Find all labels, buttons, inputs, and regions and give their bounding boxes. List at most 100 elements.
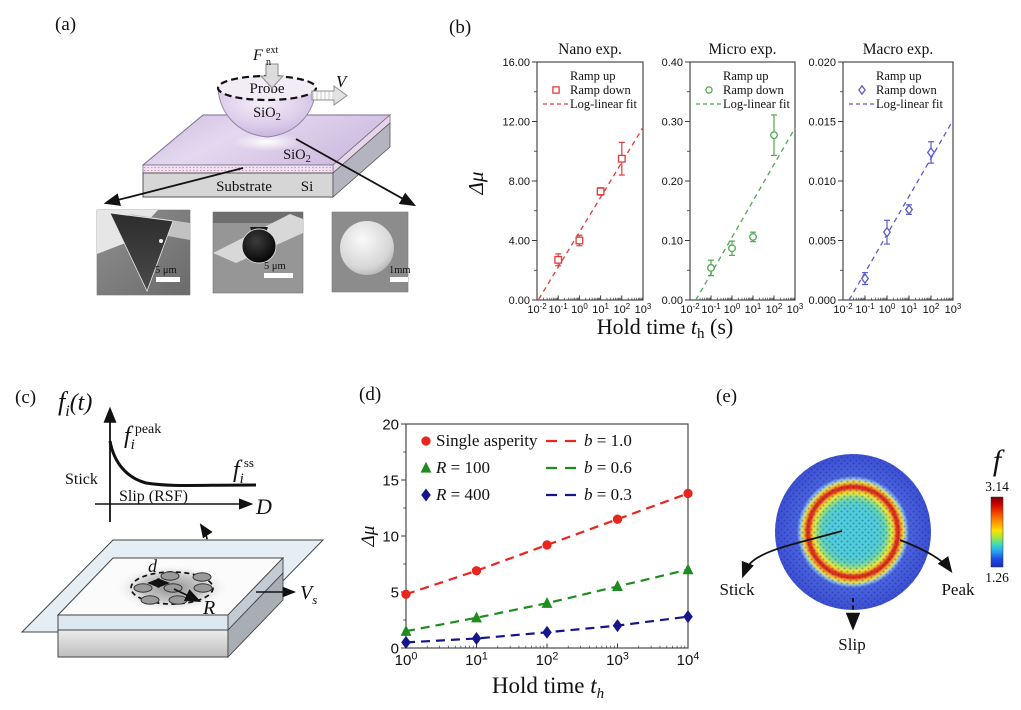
scale-bar-label-3: 1mm — [389, 265, 411, 276]
x-tick-label: 10-1 — [701, 302, 721, 316]
slip-annotation-label: Slip — [838, 635, 865, 654]
panel-b-xlabel: Hold time th (s) — [597, 314, 733, 342]
velocity-arrow-icon — [311, 85, 348, 106]
colloid-sphere — [241, 228, 277, 264]
base-front-face — [57, 629, 229, 658]
radius-label: R — [202, 597, 215, 619]
x-tick-label: 101 — [745, 302, 762, 316]
data-marker — [682, 563, 694, 575]
scale-bar-3 — [390, 277, 408, 282]
fi-t-label: fi(t) — [58, 387, 92, 420]
probe-bowl — [217, 88, 317, 138]
legend-ramp-down: Ramp down — [570, 83, 632, 97]
slider-block-schematic: d R Vs — [20, 539, 325, 659]
x-tick-label: 103 — [945, 302, 962, 316]
panel-d: (d) Δμ 0 5 10 15 20 100 101 102 103 104 Single asp… — [358, 384, 699, 702]
panel-e-label: (e) — [716, 386, 737, 407]
y-tick-label: 4.00 — [509, 235, 530, 247]
legend-ramp-up: Ramp up — [876, 69, 921, 83]
x-tick-label: 104 — [677, 650, 700, 669]
scale-bar-2 — [264, 273, 293, 278]
normal-force-sub: n — [266, 57, 271, 68]
probe-label: Probe — [250, 81, 285, 97]
legend-b-label: b = 1.0 — [584, 431, 632, 450]
x-tick-label: 101 — [465, 650, 488, 669]
x-tick-label: 10-1 — [549, 302, 569, 316]
substrate-schematic: SiO2 Substrate Si — [141, 114, 392, 198]
y-tick-label: 0.020 — [808, 57, 836, 69]
x-tick-label: 100 — [395, 650, 418, 669]
x-tick-label: 102 — [536, 650, 559, 669]
x-tick-label: 102 — [923, 302, 940, 316]
panel-d-label: (d) — [359, 384, 381, 405]
y-tick-label: 10 — [382, 528, 399, 545]
data-marker — [904, 204, 914, 216]
scale-bar-label-1: 5 μm — [155, 265, 177, 276]
legend-ramp-down: Ramp down — [876, 83, 938, 97]
legend-series-label: R = 400 — [435, 485, 490, 504]
y-tick-label: 0.010 — [808, 176, 836, 188]
data-marker — [575, 236, 584, 245]
colorbar-title: f — [993, 444, 1005, 477]
contact-map — [775, 454, 931, 610]
scale-bar-label-2: 5 μm — [264, 261, 286, 272]
panel-a: (a) SiO2 Substrate Si Probe SiO2 F ext — [55, 14, 417, 296]
y-tick-label: 0.00 — [509, 295, 530, 307]
normal-force-arrow-icon — [259, 63, 285, 89]
radius-arrow — [173, 588, 202, 603]
y-tick-label: 20 — [382, 416, 399, 433]
data-marker — [542, 625, 552, 639]
legend-fit: Log-linear fit — [723, 97, 791, 111]
data-marker — [882, 226, 892, 238]
y-tick-label: 0.000 — [808, 295, 836, 307]
panel-b-label: (b) — [449, 17, 471, 38]
chart-micro: 0.00 0.10 0.20 0.30 0.40 10-2 10-1 100 101 102 103… — [662, 41, 804, 316]
x-tick-label: 10-2 — [680, 302, 699, 316]
fit-line — [538, 127, 644, 300]
x-tick-label: 102 — [766, 302, 783, 316]
legend-series-label: Single asperity — [436, 431, 538, 450]
legend-ramp-up: Ramp up — [723, 69, 768, 83]
data-marker — [421, 436, 431, 446]
stick-annotation-label: Stick — [720, 580, 755, 599]
data-marker — [707, 263, 715, 272]
y-tick-label: 0.005 — [808, 235, 836, 247]
peak-annotation-label: Peak — [941, 580, 975, 599]
data-marker — [860, 273, 870, 285]
leader-arrow-left — [103, 167, 244, 206]
colorbar-gradient — [990, 496, 1004, 568]
data-marker — [471, 566, 482, 576]
y-tick-label: 0.40 — [662, 57, 683, 69]
particle-texture — [775, 454, 931, 610]
y-tick-label: 0 — [391, 640, 399, 657]
legend-ramp-up: Ramp up — [570, 69, 615, 83]
scale-bar-1 — [156, 277, 180, 282]
legend-ramp-down: Ramp down — [723, 83, 785, 97]
panel-d-ylabel: Δμ — [358, 526, 379, 548]
sem-image-macro-sphere: 1mm — [331, 211, 411, 293]
data-marker — [400, 624, 412, 636]
fi-peak-label: fipeak — [124, 422, 161, 453]
panel-a-label: (a) — [55, 14, 76, 35]
film-material-label: SiO2 — [283, 147, 311, 165]
stick-annotation-arrow — [741, 530, 843, 579]
slide-velocity-label: Vs — [300, 582, 317, 607]
x-tick-label: 10-2 — [527, 302, 546, 316]
macro-sphere — [340, 221, 394, 275]
pyramid-tip-shape — [109, 212, 174, 293]
y-tick-label: 12.00 — [502, 116, 530, 128]
stick-sketch-label: Stick — [65, 471, 98, 488]
y-tick-label: 8.00 — [509, 176, 530, 188]
y-tick-label: 0.30 — [662, 116, 683, 128]
probe-material-label: SiO2 — [253, 105, 281, 123]
data-marker — [420, 461, 432, 473]
x-tick-label: 10-2 — [833, 302, 852, 316]
fi-ss-label: fiss — [233, 455, 254, 487]
colorbar-max-label: 3.14 — [985, 479, 1009, 494]
panel-e: (e) Stick Slip Peak f 3.14 1.26 — [716, 386, 1009, 654]
data-marker — [552, 86, 560, 94]
x-tick-label: 101 — [592, 302, 609, 316]
y-tick-label: 0.015 — [808, 116, 836, 128]
x-tick-label: 10-1 — [855, 302, 875, 316]
